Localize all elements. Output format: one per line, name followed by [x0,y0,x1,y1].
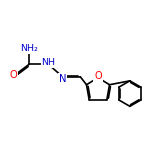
Text: N: N [59,74,66,84]
Text: O: O [94,71,102,81]
Text: NH₂: NH₂ [20,44,38,53]
Text: NH: NH [41,58,56,68]
Text: O: O [10,70,17,80]
